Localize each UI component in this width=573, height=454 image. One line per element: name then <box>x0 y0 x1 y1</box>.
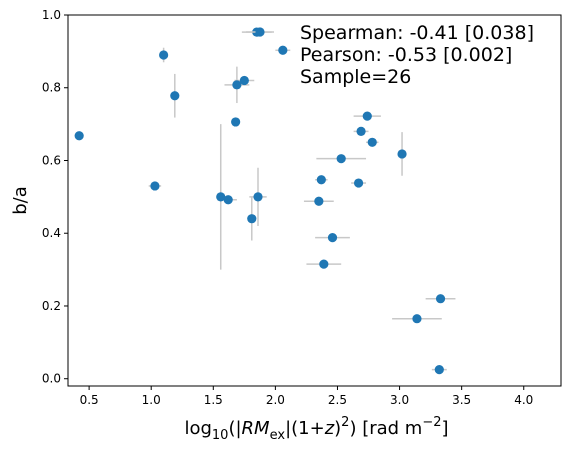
data-point <box>253 192 263 202</box>
data-point <box>367 137 377 147</box>
x-tick-label: 3.5 <box>452 393 471 407</box>
y-tick-label: 0.6 <box>42 153 61 167</box>
data-point <box>247 214 257 224</box>
data-point <box>239 75 249 86</box>
data-point <box>232 80 242 90</box>
x-tick-label: 0.5 <box>80 393 99 407</box>
y-tick-label: 0.8 <box>42 81 61 95</box>
data-point <box>434 365 444 375</box>
spearman-annotation: Spearman: -0.41 [0.038] <box>300 22 534 44</box>
data-point <box>278 45 288 55</box>
data-point <box>397 149 407 159</box>
y-tick-label: 0.2 <box>42 299 61 313</box>
y-ticks: 0.0 0.2 0.4 0.6 0.8 1.0 <box>42 8 68 386</box>
data-point <box>327 233 338 243</box>
data-point <box>319 259 329 269</box>
data-point <box>150 181 160 191</box>
data-point <box>314 196 324 206</box>
data-point <box>353 178 364 188</box>
data-point <box>356 126 366 136</box>
plot-frame <box>67 14 562 387</box>
y-tick-label: 0.0 <box>42 372 61 386</box>
x-tick-label: 3.0 <box>390 393 409 407</box>
y-axis-label: b/a <box>10 186 31 215</box>
x-tick-label: 1.0 <box>142 393 161 407</box>
x-axis-label: log10(|RMex|(1+z)2) [rad m−2] <box>184 415 448 443</box>
y-tick-label: 0.4 <box>42 226 61 240</box>
data-point <box>223 195 233 205</box>
data-point <box>435 294 446 304</box>
data-point <box>159 50 169 60</box>
data-point <box>74 131 84 141</box>
data-point <box>170 91 180 101</box>
y-tick-label: 1.0 <box>42 8 61 22</box>
data-point <box>336 154 346 164</box>
x-tick-label: 2.0 <box>266 393 285 407</box>
legend-marker <box>255 27 265 37</box>
pearson-annotation: Pearson: -0.53 [0.002] <box>300 44 512 66</box>
x-ticks: 0.5 1.0 1.5 2.0 2.5 3.0 3.5 4.0 <box>80 386 533 407</box>
data-point <box>231 117 241 127</box>
x-tick-label: 2.5 <box>328 393 347 407</box>
data-point <box>316 175 326 185</box>
points-layer <box>74 27 446 375</box>
stats-annotation: Spearman: -0.41 [0.038] Pearson: -0.53 [… <box>246 22 534 88</box>
data-point <box>362 111 372 121</box>
data-point <box>412 314 422 324</box>
x-tick-label: 1.5 <box>204 393 223 407</box>
x-tick-label: 4.0 <box>514 393 533 407</box>
data-point <box>216 192 226 202</box>
sample-annotation: Sample=26 <box>300 66 411 88</box>
